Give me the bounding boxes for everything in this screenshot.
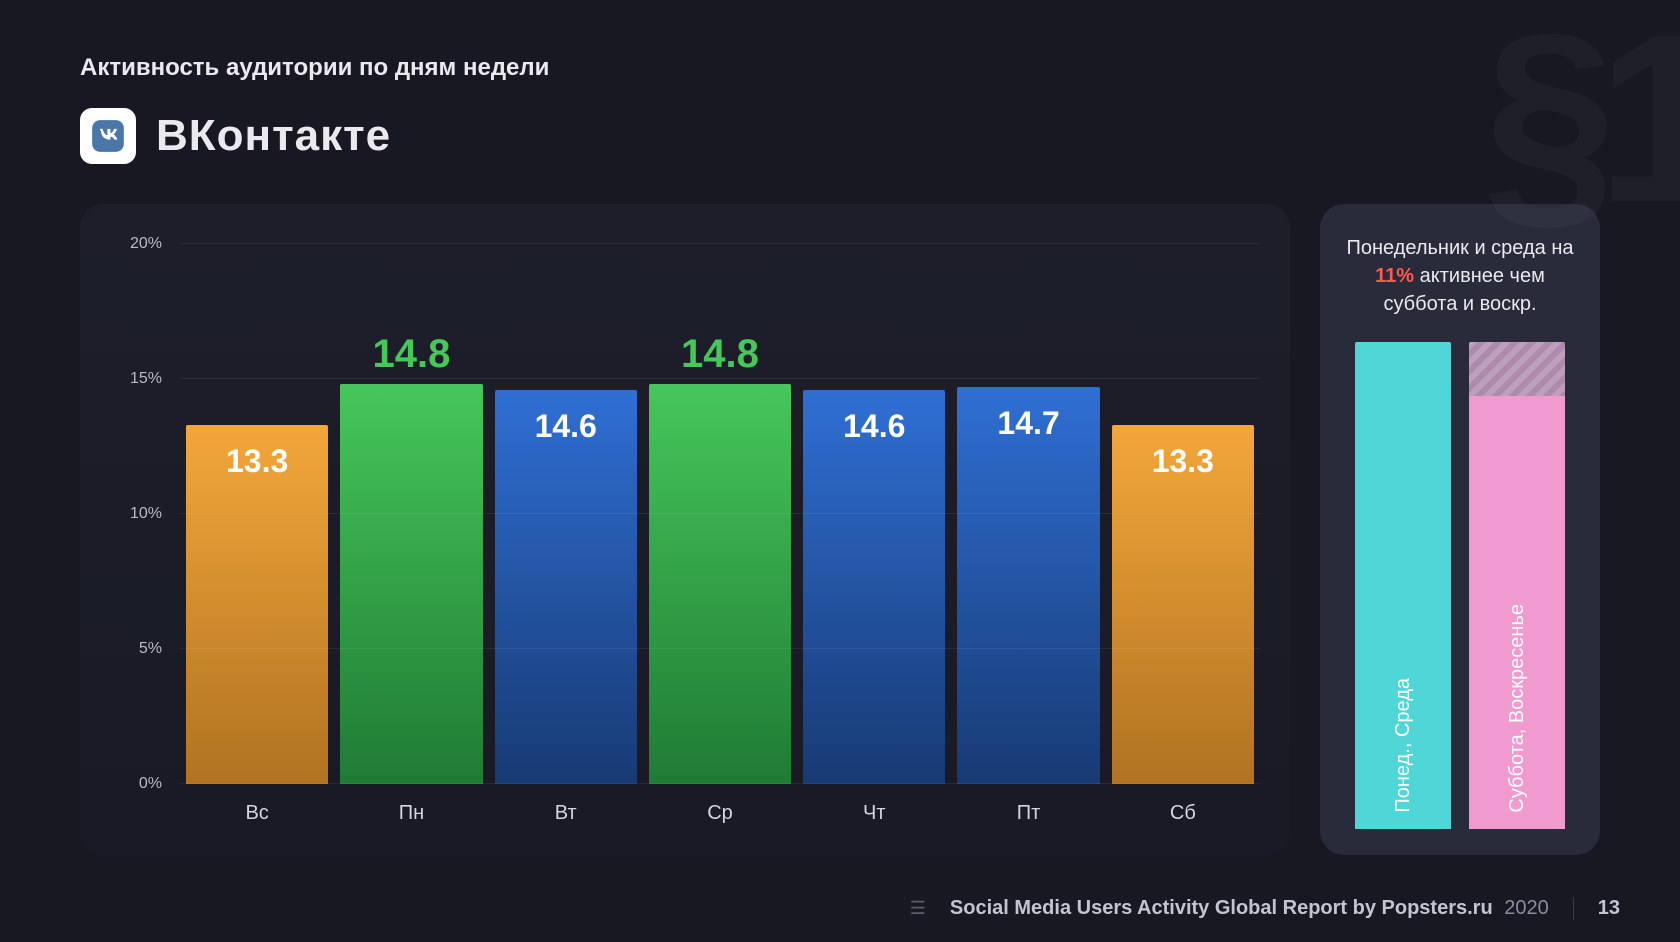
x-tick: Ср [643,802,797,825]
mini-bar-label: Понед., Среда [1392,678,1415,813]
gridline [180,378,1260,379]
mini-bar: Понед., Среда [1355,342,1451,829]
gridline [180,513,1260,514]
brand-row: ВКонтакте [80,108,1600,164]
bar: 13.3 [1112,425,1254,784]
x-tick: Пт [951,802,1105,825]
x-tick: Пн [334,802,488,825]
footer: ☰ Social Media Users Activity Global Rep… [910,897,1620,920]
bar-value-label: 14.8 [649,332,791,377]
mini-bars: Понед., Среда Суббота, Воскресенье [1344,342,1576,829]
bar-value-label: 14.8 [340,332,482,377]
side-highlight: 11% [1375,265,1414,287]
bar: 14.8 [649,384,791,784]
bar-value-label: 13.3 [1112,443,1254,480]
x-tick: Чт [797,802,951,825]
y-tick: 0% [139,775,162,793]
vk-icon [80,108,136,164]
y-tick: 20% [130,235,162,253]
gridline [180,783,1260,784]
side-text: Понедельник и среда на 11% активнее чем … [1344,234,1576,318]
gridline [180,243,1260,244]
bar-value-label: 14.6 [495,408,637,445]
list-icon: ☰ [910,898,926,919]
content: 0%5%10%15%20% 13.314.814.614.814.614.713… [0,184,1680,855]
bar-slot: 14.7 [957,244,1099,784]
mini-bar: Суббота, Воскресенье [1469,342,1565,829]
gridline [180,648,1260,649]
bar-value-label: 14.7 [957,405,1099,442]
vk-glyph [89,117,127,155]
page-subtitle: Активность аудитории по дням недели [80,54,1600,82]
side-text-pre: Понедельник и среда на [1346,237,1573,259]
bar-slot: 14.6 [803,244,945,784]
bar-value-label: 14.6 [803,408,945,445]
brand-name: ВКонтакте [156,111,391,161]
footer-year: 2020 [1504,897,1549,919]
y-tick: 5% [139,640,162,658]
bar: 14.6 [495,390,637,784]
plot: 13.3 14.8 14.6 14.8 14.6 14.7 13.3 [180,244,1260,784]
bar: 14.8 [340,384,482,784]
page-number: 13 [1573,897,1620,920]
bar-slot: 14.6 [495,244,637,784]
bar: 14.6 [803,390,945,784]
chart-card: 0%5%10%15%20% 13.314.814.614.814.614.713… [80,204,1290,855]
x-tick: Сб [1106,802,1260,825]
y-tick: 15% [130,370,162,388]
bar: 14.7 [957,387,1099,784]
bar: 13.3 [186,425,328,784]
bar-slot: 14.8 [340,244,482,784]
y-axis: 0%5%10%15%20% [110,244,180,784]
mini-bar-label: Суббота, Воскресенье [1506,604,1529,813]
x-axis: ВсПнВтСрЧтПтСб [110,802,1260,825]
x-tick: Вс [180,802,334,825]
credit-plain: Social Media Users Activity Global Repor… [950,897,1382,919]
mini-bar-hatch [1469,342,1565,396]
bars-container: 13.3 14.8 14.6 14.8 14.6 14.7 13.3 [180,244,1260,784]
header: Активность аудитории по дням недели ВКон… [0,0,1680,184]
credit-bold: Popsters.ru [1382,897,1493,919]
x-tick: Вт [489,802,643,825]
bar-slot: 13.3 [1112,244,1254,784]
bar-value-label: 13.3 [186,443,328,480]
footer-credit: Social Media Users Activity Global Repor… [950,897,1549,920]
bar-slot: 14.8 [649,244,791,784]
y-tick: 10% [130,505,162,523]
bar-slot: 13.3 [186,244,328,784]
side-card: Понедельник и среда на 11% активнее чем … [1320,204,1600,855]
chart-area: 0%5%10%15%20% 13.314.814.614.814.614.713… [110,244,1260,784]
